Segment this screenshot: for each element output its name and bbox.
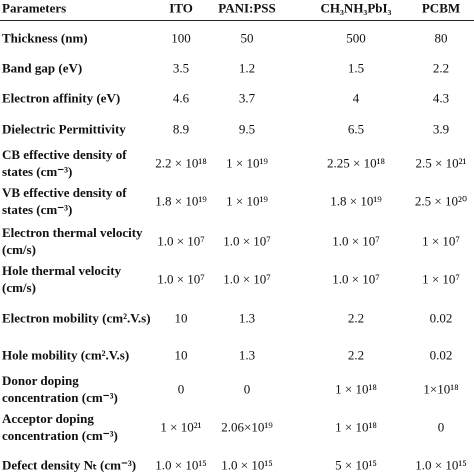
value-cell: 1.5 xyxy=(347,60,365,76)
value-cell: 2.5 × 10²⁰ xyxy=(414,193,468,209)
parameter-name: Thickness (nm) xyxy=(2,30,88,46)
value-cell: 1.3 xyxy=(238,310,256,326)
parameter-name: VB effective density of states (cm⁻³) xyxy=(2,185,127,217)
value-cell: 2.2 × 10¹⁸ xyxy=(155,155,207,171)
value-cell: 1 × 10¹⁹ xyxy=(226,155,268,171)
value-cell: 2.5 × 10²¹ xyxy=(415,155,467,171)
value-cell: 10 xyxy=(174,347,188,363)
parameter-name: Hole mobility (cm².V.s) xyxy=(2,347,130,363)
value-cell: 1 × 10⁷ xyxy=(422,271,460,287)
value-cell: 1 × 10¹⁸ xyxy=(335,419,377,435)
header-rule xyxy=(0,20,474,21)
value-cell: 4.6 xyxy=(172,90,190,106)
value-cell: 1.0 × 10⁷ xyxy=(157,271,205,287)
value-cell: 9.5 xyxy=(238,121,256,137)
parameter-name: Electron affinity (eV) xyxy=(2,90,121,106)
value-cell: 0 xyxy=(177,381,185,397)
value-cell: 0 xyxy=(437,419,445,435)
value-cell: 1.8 × 10¹⁹ xyxy=(155,193,207,209)
header-cell: Parameters xyxy=(2,0,67,16)
parameter-name: Electron mobility (cm².V.s) xyxy=(2,310,151,326)
value-cell: 80 xyxy=(434,30,448,46)
value-cell: 1×10¹⁸ xyxy=(423,381,459,397)
value-cell: 1.0 × 10⁷ xyxy=(332,233,380,249)
value-cell: 1.0 × 10⁷ xyxy=(223,233,271,249)
value-cell: 5 × 10¹⁵ xyxy=(335,457,377,473)
value-cell: 1.0 × 10¹⁵ xyxy=(221,457,273,473)
value-cell: 3.9 xyxy=(432,121,450,137)
parameter-name: Hole thermal velocity (cm/s) xyxy=(2,263,122,295)
value-cell: 2.06×10¹⁹ xyxy=(221,419,273,435)
value-cell: 2.2 xyxy=(432,60,450,76)
value-cell: 1 × 10⁷ xyxy=(422,233,460,249)
parameter-name: Defect density Nₜ (cm⁻³) xyxy=(2,457,137,473)
value-cell: 3.5 xyxy=(172,60,190,76)
value-cell: 1.2 xyxy=(238,60,256,76)
parameter-name: Electron thermal velocity (cm/s) xyxy=(2,225,143,257)
header-cell: PCBM xyxy=(421,0,461,16)
value-cell: 4.3 xyxy=(432,90,450,106)
header-cell: ITO xyxy=(169,0,193,16)
parameter-name: Donor doping concentration (cm⁻³) xyxy=(2,373,118,405)
value-cell: 1 × 10¹⁹ xyxy=(226,193,268,209)
value-cell: 1.0 × 10⁷ xyxy=(157,233,205,249)
value-cell: 0.02 xyxy=(429,347,453,363)
parameter-name: Acceptor doping concentration (cm⁻³) xyxy=(2,411,118,443)
value-cell: 1.0 × 10¹⁵ xyxy=(155,457,207,473)
value-cell: 3.7 xyxy=(238,90,256,106)
parameter-name: Band gap (eV) xyxy=(2,60,83,76)
value-cell: 0 xyxy=(243,381,251,397)
value-cell: 50 xyxy=(240,30,254,46)
value-cell: 1.0 × 10⁷ xyxy=(223,271,271,287)
value-cell: 1.3 xyxy=(238,347,256,363)
value-cell: 500 xyxy=(346,30,366,46)
header-cell: CH₃NH₃PbI₃ xyxy=(320,0,392,16)
value-cell: 1.0 × 10¹⁵ xyxy=(415,457,467,473)
value-cell: 0.02 xyxy=(429,310,453,326)
value-cell: 2.2 xyxy=(347,347,365,363)
value-cell: 2.25 × 10¹⁸ xyxy=(326,155,386,171)
value-cell: 100 xyxy=(171,30,191,46)
value-cell: 1.0 × 10⁷ xyxy=(332,271,380,287)
header-cell: PANI:PSS xyxy=(218,0,276,16)
value-cell: 1.8 × 10¹⁹ xyxy=(330,193,382,209)
parameter-name: Dielectric Permittivity xyxy=(2,121,126,137)
value-cell: 6.5 xyxy=(347,121,365,137)
value-cell: 8.9 xyxy=(172,121,190,137)
value-cell: 10 xyxy=(174,310,188,326)
value-cell: 1 × 10²¹ xyxy=(160,419,202,435)
value-cell: 2.2 xyxy=(347,310,365,326)
parameter-name: CB effective density of states (cm⁻³) xyxy=(2,147,127,179)
value-cell: 4 xyxy=(352,90,360,106)
value-cell: 1 × 10¹⁸ xyxy=(335,381,377,397)
